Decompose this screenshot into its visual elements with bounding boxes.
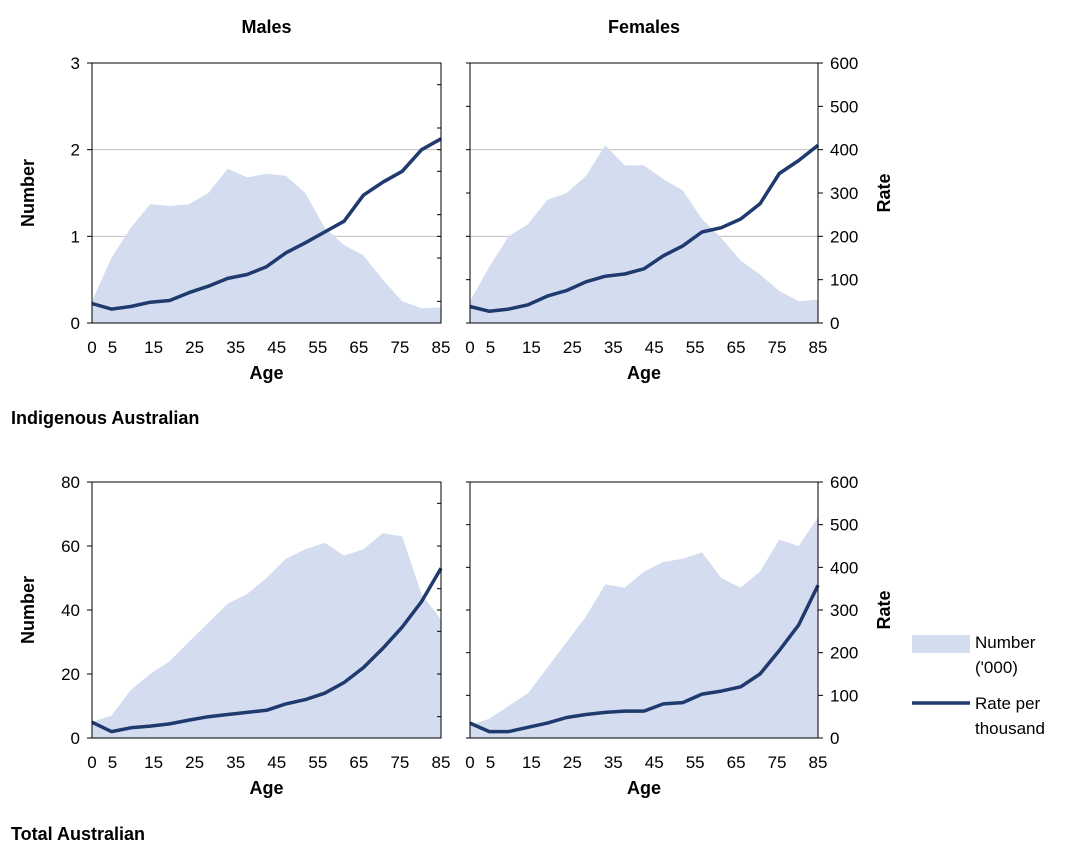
y-tick-label: 80 xyxy=(61,473,80,492)
x-tick-label: 45 xyxy=(645,753,664,772)
y2-axis-title: Rate xyxy=(874,173,894,212)
y-tick-label: 20 xyxy=(61,665,80,684)
x-tick-label: 45 xyxy=(267,753,286,772)
y-tick-label: 1 xyxy=(71,227,80,246)
x-tick-label: 35 xyxy=(226,338,245,357)
y2-tick-label: 100 xyxy=(830,271,858,290)
x-axis-title: Age xyxy=(249,778,283,798)
number-area-series xyxy=(470,145,818,323)
y2-tick-label: 600 xyxy=(830,54,858,73)
section-title-total: Total Australian xyxy=(11,824,145,844)
x-tick-label: 75 xyxy=(390,338,409,357)
x-tick-label: 65 xyxy=(349,338,368,357)
y-tick-label: 60 xyxy=(61,537,80,556)
y2-tick-label: 100 xyxy=(830,686,858,705)
rate-line-series xyxy=(91,137,442,311)
y-tick-label: 2 xyxy=(71,141,80,160)
y2-axis-title: Rate xyxy=(874,590,894,629)
y2-tick-label: 300 xyxy=(830,184,858,203)
y-tick-label: 0 xyxy=(71,314,80,333)
legend-swatch-number xyxy=(912,635,970,653)
plot-frame xyxy=(91,62,442,324)
y2-tick-label: 0 xyxy=(830,729,839,748)
number-area-series xyxy=(92,168,441,323)
x-tick-label: 65 xyxy=(727,338,746,357)
panel-2 xyxy=(466,62,823,324)
x-axis-title: Age xyxy=(627,363,661,383)
y-tick-label: 40 xyxy=(61,601,80,620)
panel-1 xyxy=(87,62,442,324)
x-axis-title: Age xyxy=(627,778,661,798)
x-tick-label: 55 xyxy=(308,338,327,357)
number-area-series xyxy=(92,533,441,738)
legend-label-rate: thousand xyxy=(975,719,1045,738)
x-tick-label: 15 xyxy=(522,338,541,357)
y2-tick-label: 600 xyxy=(830,473,858,492)
x-tick-label: 5 xyxy=(486,338,495,357)
x-tick-label: 65 xyxy=(727,753,746,772)
x-tick-label: 5 xyxy=(486,753,495,772)
y2-tick-label: 200 xyxy=(830,644,858,663)
x-tick-label: 15 xyxy=(144,753,163,772)
x-tick-label: 0 xyxy=(87,753,96,772)
x-tick-label: 85 xyxy=(432,338,451,357)
x-tick-label: 75 xyxy=(768,338,787,357)
x-tick-label: 55 xyxy=(686,753,705,772)
x-tick-label: 45 xyxy=(267,338,286,357)
x-axis-title: Age xyxy=(249,363,283,383)
x-tick-label: 65 xyxy=(349,753,368,772)
y-tick-label: 0 xyxy=(71,729,80,748)
legend-label-number: Number xyxy=(975,633,1036,652)
x-tick-label: 85 xyxy=(809,753,828,772)
y2-tick-label: 500 xyxy=(830,516,858,535)
column-title: Females xyxy=(608,17,680,37)
x-tick-label: 15 xyxy=(522,753,541,772)
y2-tick-label: 500 xyxy=(830,97,858,116)
rate-line-series xyxy=(469,143,820,314)
x-tick-label: 0 xyxy=(465,338,474,357)
legend-label-rate: Rate per xyxy=(975,694,1041,713)
x-tick-label: 25 xyxy=(563,753,582,772)
x-tick-label: 75 xyxy=(390,753,409,772)
y2-tick-label: 300 xyxy=(830,601,858,620)
x-tick-label: 35 xyxy=(226,753,245,772)
x-tick-label: 25 xyxy=(185,753,204,772)
panel-4 xyxy=(466,481,823,739)
section-title-indigenous: Indigenous Australian xyxy=(11,408,199,428)
x-tick-label: 35 xyxy=(604,338,623,357)
x-tick-label: 25 xyxy=(185,338,204,357)
y-tick-label: 3 xyxy=(71,54,80,73)
rate-line-series xyxy=(91,567,443,734)
y-axis-title: Number xyxy=(18,576,38,644)
number-area-series xyxy=(470,517,818,738)
x-tick-label: 55 xyxy=(686,338,705,357)
x-tick-label: 5 xyxy=(108,753,117,772)
x-tick-label: 85 xyxy=(432,753,451,772)
x-tick-label: 5 xyxy=(108,338,117,357)
y2-tick-label: 0 xyxy=(830,314,839,333)
panel-3 xyxy=(87,481,443,739)
y2-tick-label: 200 xyxy=(830,227,858,246)
column-title: Males xyxy=(241,17,291,37)
x-tick-label: 75 xyxy=(768,753,787,772)
x-tick-label: 85 xyxy=(809,338,828,357)
legend-label-number: ('000) xyxy=(975,658,1018,677)
x-tick-label: 15 xyxy=(144,338,163,357)
rate-line-series xyxy=(469,584,820,734)
x-tick-label: 55 xyxy=(308,753,327,772)
x-tick-label: 0 xyxy=(465,753,474,772)
x-tick-label: 45 xyxy=(645,338,664,357)
y2-tick-label: 400 xyxy=(830,141,858,160)
y2-tick-label: 400 xyxy=(830,558,858,577)
y-axis-title: Number xyxy=(18,159,38,227)
x-tick-label: 0 xyxy=(87,338,96,357)
x-tick-label: 25 xyxy=(563,338,582,357)
x-tick-label: 35 xyxy=(604,753,623,772)
